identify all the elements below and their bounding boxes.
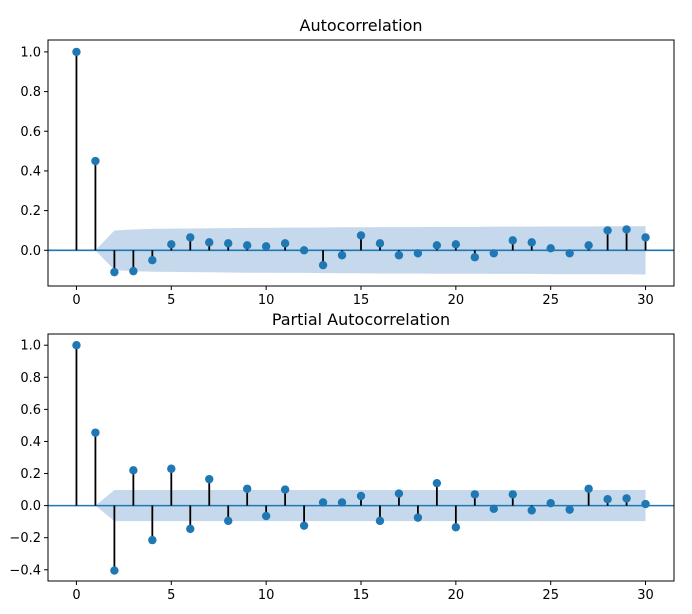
acf-point <box>129 266 138 276</box>
acf-point <box>205 238 214 247</box>
pacf-point <box>299 521 309 530</box>
pacf-point <box>546 499 555 508</box>
pacf-xtick-label: 10 <box>258 588 275 603</box>
pacf-point <box>356 491 366 501</box>
pacf-point <box>584 484 593 493</box>
acf-ytick-label: 0.2 <box>20 204 41 219</box>
acf-chart: Autocorrelation 0 5 10 15 20 25 30 0.0 0.2 0.4 0.6… <box>20 16 675 308</box>
acf-point <box>110 267 119 277</box>
pacf-point <box>375 516 385 526</box>
acf-title: Autocorrelation <box>300 16 423 35</box>
acf-point <box>413 249 423 258</box>
pacf-point <box>129 466 138 475</box>
pacf-ytick-label: 0.4 <box>20 435 41 450</box>
acf-point <box>299 246 309 255</box>
pacf-point <box>565 505 574 514</box>
pacf-point <box>91 428 100 437</box>
acf-xtick-label: 25 <box>542 293 559 308</box>
pacf-title: Partial Autocorrelation <box>272 310 450 329</box>
pacf-point <box>470 490 480 499</box>
acf-point <box>527 238 536 247</box>
pacf-point <box>167 464 176 473</box>
acf-point <box>261 242 271 251</box>
pacf-point <box>318 498 328 507</box>
acf-point <box>375 239 385 248</box>
pacf-point <box>186 524 195 534</box>
pacf-point <box>451 523 461 532</box>
acf-point <box>280 239 290 248</box>
acf-xtick-label: 10 <box>258 293 275 308</box>
pacf-point <box>205 474 214 484</box>
acf-point <box>584 241 593 250</box>
acf-ytick-label: 0.4 <box>20 164 41 179</box>
acf-ytick-label: 1.0 <box>20 45 41 60</box>
acf-point <box>565 249 574 258</box>
acf-point <box>603 226 612 235</box>
pacf-point <box>508 490 517 499</box>
acf-ytick-label: 0.8 <box>20 85 41 100</box>
pacf-point <box>413 513 423 522</box>
pacf-ytick-label: 0.2 <box>20 467 41 482</box>
pacf-xtick-label: 5 <box>167 588 175 603</box>
acf-point <box>508 236 517 245</box>
acf-point <box>167 240 176 249</box>
pacf-chart: Partial Autocorrelation 0 5 10 15 20 25 30 −0.4… <box>9 310 675 603</box>
pacf-point <box>527 506 536 515</box>
pacf-ytick-label: 0.6 <box>20 403 41 418</box>
acf-point <box>356 231 366 240</box>
pacf-point <box>622 494 631 503</box>
pacf-point <box>110 566 119 575</box>
pacf-point <box>261 511 271 521</box>
pacf-point <box>148 535 157 545</box>
acf-point <box>72 47 81 57</box>
pacf-point <box>432 478 442 488</box>
acf-point <box>432 241 442 250</box>
acf-point <box>186 233 195 242</box>
pacf-point <box>337 498 347 507</box>
acf-point <box>622 225 631 234</box>
acf-xtick-label: 15 <box>353 293 370 308</box>
pacf-ytick-label: −0.4 <box>9 563 41 578</box>
pacf-point <box>641 499 650 509</box>
acf-ytick-label: 0.6 <box>20 125 41 140</box>
pacf-point <box>242 484 252 493</box>
pacf-xtick-label: 0 <box>72 588 80 603</box>
acf-xtick-label: 30 <box>637 293 654 308</box>
pacf-point <box>603 495 612 504</box>
pacf-xtick-label: 30 <box>637 588 654 603</box>
pacf-point <box>489 504 498 514</box>
acf-point <box>641 233 650 242</box>
pacf-ytick-label: 0.0 <box>20 499 41 514</box>
acf-point <box>148 256 157 265</box>
acf-point <box>224 239 233 248</box>
acf-point <box>394 251 404 260</box>
acf-point <box>451 240 461 249</box>
pacf-point <box>72 341 81 350</box>
pacf-ytick-label: 0.8 <box>20 371 41 386</box>
pacf-point <box>224 516 233 526</box>
pacf-point <box>280 485 290 494</box>
pacf-xtick-label: 25 <box>542 588 559 603</box>
pacf-point <box>394 489 404 498</box>
acf-ytick-label: 0.0 <box>20 244 41 259</box>
acf-point <box>470 253 480 262</box>
acf-xtick-label: 20 <box>448 293 465 308</box>
acf-xtick-label: 5 <box>167 293 175 308</box>
pacf-ytick-label: 1.0 <box>20 339 41 354</box>
pacf-xtick-label: 15 <box>353 588 370 603</box>
acf-point <box>489 249 498 258</box>
acf-xtick-label: 0 <box>72 293 80 308</box>
acf-point <box>318 260 328 270</box>
acf-point <box>242 241 252 250</box>
pacf-xtick-label: 20 <box>448 588 465 603</box>
acf-point <box>546 244 555 253</box>
pacf-ytick-label: −0.2 <box>9 531 41 546</box>
acf-point <box>91 156 100 166</box>
acf-point <box>337 251 347 260</box>
